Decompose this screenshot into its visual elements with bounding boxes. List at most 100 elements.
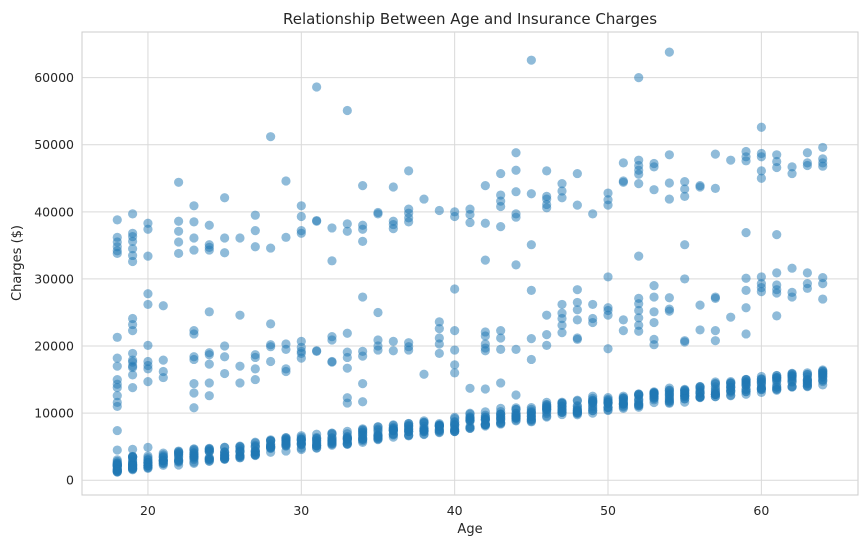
data-point <box>450 211 460 222</box>
data-point <box>680 274 690 284</box>
data-point <box>174 248 184 259</box>
y-tick-label: 60000 <box>34 70 74 85</box>
data-point <box>664 150 674 160</box>
data-point <box>220 352 230 362</box>
y-tick-label: 30000 <box>34 271 74 286</box>
data-point <box>112 353 122 363</box>
data-point <box>434 348 444 359</box>
data-point <box>572 285 582 295</box>
data-point <box>143 376 153 387</box>
data-point <box>358 181 368 191</box>
data-point <box>388 426 398 436</box>
data-point <box>634 305 644 316</box>
data-point <box>542 340 552 350</box>
data-point <box>557 179 567 189</box>
data-point <box>557 398 567 408</box>
data-point <box>526 189 536 199</box>
data-point <box>143 299 153 310</box>
data-point <box>204 391 214 401</box>
data-point <box>664 387 674 397</box>
data-point <box>756 287 766 297</box>
data-point <box>281 446 291 456</box>
data-point <box>250 242 260 252</box>
data-point <box>358 379 368 389</box>
data-point <box>465 383 475 393</box>
data-point <box>572 315 582 325</box>
data-point <box>312 440 322 450</box>
data-point <box>158 301 168 311</box>
data-point <box>802 148 812 158</box>
data-point <box>726 391 736 401</box>
data-point <box>281 176 291 186</box>
data-point <box>296 443 306 453</box>
y-tick-label: 0 <box>66 473 74 488</box>
data-point <box>358 292 368 302</box>
x-tick-label: 50 <box>600 503 616 518</box>
data-point <box>465 413 475 423</box>
data-point <box>480 419 490 429</box>
data-point <box>342 426 352 436</box>
data-point <box>741 384 751 394</box>
chart-title: Relationship Between Age and Insurance C… <box>283 10 657 28</box>
data-point <box>480 412 490 423</box>
data-point <box>266 435 276 445</box>
data-point <box>603 310 613 320</box>
data-point <box>404 345 414 355</box>
data-point <box>204 456 214 466</box>
data-point <box>772 150 782 160</box>
data-point <box>128 452 138 462</box>
data-point <box>680 177 690 187</box>
data-point <box>250 210 260 220</box>
data-point <box>526 354 536 365</box>
data-point <box>388 346 398 356</box>
data-point <box>128 209 138 219</box>
data-point <box>266 319 276 329</box>
data-point <box>358 397 368 407</box>
x-tick-label: 40 <box>447 503 463 518</box>
data-point <box>204 444 214 454</box>
data-point <box>664 178 674 188</box>
data-point <box>649 340 659 350</box>
data-point <box>342 226 352 236</box>
data-point <box>802 283 812 293</box>
data-point <box>204 245 214 255</box>
data-point <box>634 313 644 323</box>
data-point <box>664 293 674 303</box>
data-point <box>404 217 414 227</box>
data-point <box>802 381 812 391</box>
data-point <box>603 405 613 415</box>
data-point <box>358 351 368 361</box>
data-point <box>772 230 782 240</box>
data-point <box>542 330 552 340</box>
data-point <box>434 317 444 327</box>
data-point <box>649 185 659 195</box>
data-point <box>250 352 260 363</box>
data-point <box>342 105 352 116</box>
data-point <box>434 339 444 349</box>
data-point <box>634 326 644 336</box>
x-tick-label: 60 <box>753 503 769 518</box>
data-point <box>496 168 506 179</box>
data-point <box>511 260 521 270</box>
data-point <box>787 368 797 378</box>
data-point <box>480 218 490 228</box>
data-point <box>496 344 506 354</box>
data-point <box>312 82 322 92</box>
data-point <box>266 132 276 142</box>
data-point <box>741 303 751 313</box>
data-point <box>818 142 828 153</box>
data-point <box>312 432 322 443</box>
data-point <box>726 155 736 165</box>
data-point <box>511 390 521 400</box>
data-point <box>664 394 674 405</box>
data-point <box>235 233 245 243</box>
data-point <box>588 317 598 328</box>
data-point <box>174 237 184 247</box>
data-point <box>603 272 613 282</box>
x-axis-label: Age <box>457 522 482 537</box>
data-point <box>404 166 414 176</box>
data-point <box>695 382 705 392</box>
data-point <box>158 451 168 461</box>
data-point <box>695 325 705 335</box>
data-point <box>342 352 352 363</box>
